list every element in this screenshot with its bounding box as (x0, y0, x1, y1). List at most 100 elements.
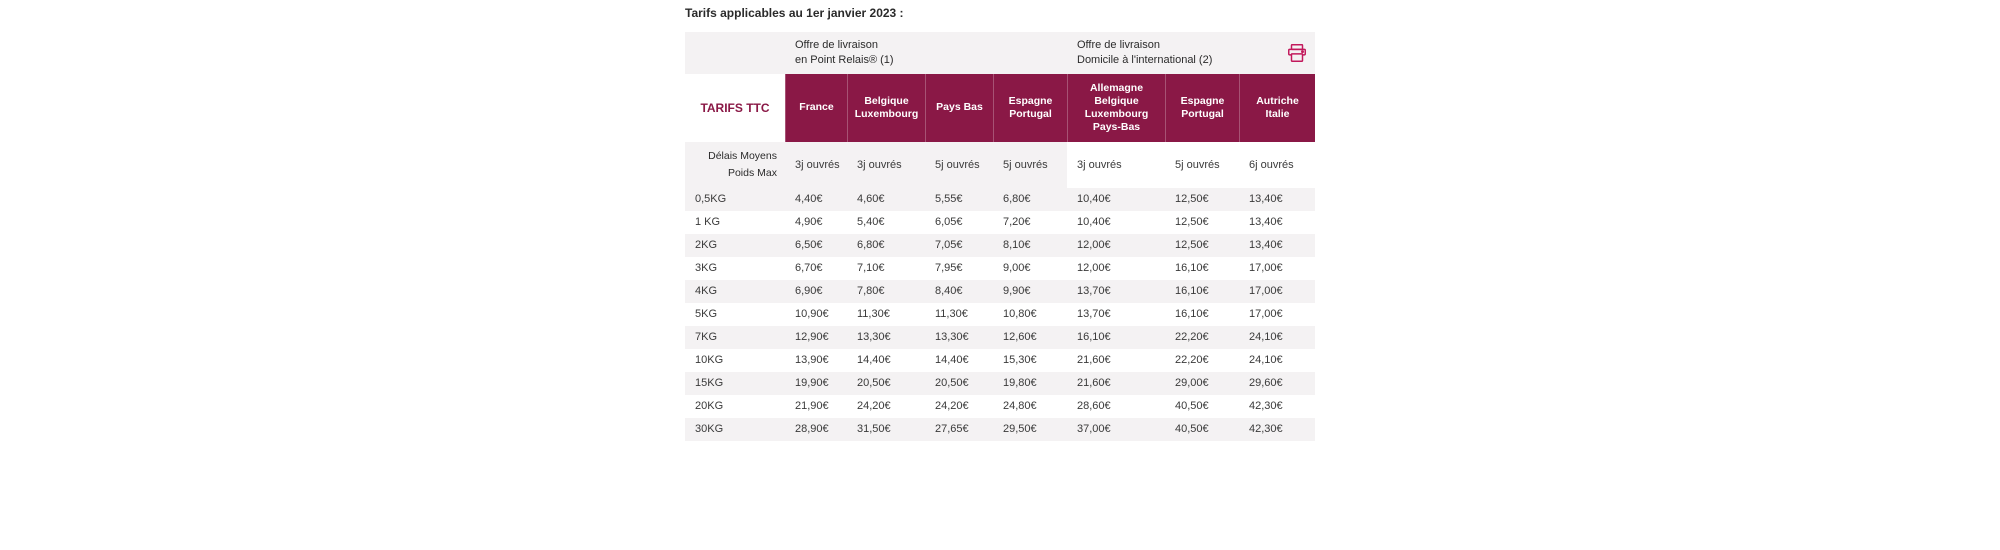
table-row: 0,5KG4,40€4,60€5,55€6,80€10,40€12,50€13,… (685, 188, 1315, 211)
price-cell: 13,40€ (1239, 188, 1315, 211)
weight-label: 15KG (685, 372, 785, 395)
price-cell: 12,50€ (1165, 188, 1239, 211)
price-cell: 16,10€ (1067, 326, 1165, 349)
table-row: 7KG12,90€13,30€13,30€12,60€16,10€22,20€2… (685, 326, 1315, 349)
price-cell: 12,60€ (993, 326, 1067, 349)
price-cell: 42,30€ (1239, 418, 1315, 441)
price-cell: 17,00€ (1239, 280, 1315, 303)
col-header-es-pt: EspagnePortugal (993, 74, 1067, 143)
price-cell: 19,90€ (785, 372, 847, 395)
price-cell: 11,30€ (925, 303, 993, 326)
delais-cell: 5j ouvrés (925, 142, 993, 188)
price-cell: 7,10€ (847, 257, 925, 280)
price-cell: 10,80€ (993, 303, 1067, 326)
weight-label: 5KG (685, 303, 785, 326)
tarifs-ttc-label: TARIFS TTC (685, 74, 785, 143)
table-row: 5KG10,90€11,30€11,30€10,80€13,70€16,10€1… (685, 303, 1315, 326)
price-cell: 5,55€ (925, 188, 993, 211)
delais-labels: Délais Moyens Poids Max (685, 142, 785, 188)
price-cell: 6,80€ (993, 188, 1067, 211)
price-cell: 6,70€ (785, 257, 847, 280)
price-cell: 13,40€ (1239, 234, 1315, 257)
price-cell: 29,00€ (1165, 372, 1239, 395)
price-cell: 20,50€ (847, 372, 925, 395)
weight-label: 10KG (685, 349, 785, 372)
table-row: 4KG6,90€7,80€8,40€9,90€13,70€16,10€17,00… (685, 280, 1315, 303)
price-cell: 13,70€ (1067, 280, 1165, 303)
price-cell: 19,80€ (993, 372, 1067, 395)
price-cell: 40,50€ (1165, 418, 1239, 441)
offer-line: en Point Relais® (1) (795, 53, 1067, 68)
delais-cell: 3j ouvrés (1067, 142, 1165, 188)
price-cell: 37,00€ (1067, 418, 1165, 441)
delais-cell: 6j ouvrés (1239, 142, 1315, 188)
print-icon (1286, 42, 1308, 64)
price-cell: 6,80€ (847, 234, 925, 257)
price-cell: 4,40€ (785, 188, 847, 211)
weight-label: 2KG (685, 234, 785, 257)
price-cell: 13,40€ (1239, 211, 1315, 234)
price-cell: 17,00€ (1239, 303, 1315, 326)
price-cell: 20,50€ (925, 372, 993, 395)
price-cell: 22,20€ (1165, 326, 1239, 349)
price-cell: 11,30€ (847, 303, 925, 326)
delais-moyens-label: Délais Moyens (689, 148, 777, 165)
price-cell: 15,30€ (993, 349, 1067, 372)
price-cell: 8,10€ (993, 234, 1067, 257)
weight-label: 30KG (685, 418, 785, 441)
price-cell: 29,60€ (1239, 372, 1315, 395)
col-header-france: France (785, 74, 847, 143)
price-cell: 21,60€ (1067, 349, 1165, 372)
price-cell: 10,40€ (1067, 211, 1165, 234)
weight-label: 7KG (685, 326, 785, 349)
table-row: 1 KG4,90€5,40€6,05€7,20€10,40€12,50€13,4… (685, 211, 1315, 234)
col-header-at-it: AutricheItalie (1239, 74, 1315, 143)
delais-cell: 5j ouvrés (1165, 142, 1239, 188)
table-row: 20KG21,90€24,20€24,20€24,80€28,60€40,50€… (685, 395, 1315, 418)
price-cell: 13,30€ (925, 326, 993, 349)
table-row: 30KG28,90€31,50€27,65€29,50€37,00€40,50€… (685, 418, 1315, 441)
price-rows: 0,5KG4,40€4,60€5,55€6,80€10,40€12,50€13,… (685, 188, 1315, 441)
price-cell: 6,05€ (925, 211, 993, 234)
price-cell: 17,00€ (1239, 257, 1315, 280)
price-cell: 31,50€ (847, 418, 925, 441)
price-cell: 24,10€ (1239, 326, 1315, 349)
price-cell: 27,65€ (925, 418, 993, 441)
price-cell: 4,90€ (785, 211, 847, 234)
delais-cell: 3j ouvrés (847, 142, 925, 188)
spacer (685, 32, 785, 74)
price-cell: 13,90€ (785, 349, 847, 372)
table-row: 3KG6,70€7,10€7,95€9,00€12,00€16,10€17,00… (685, 257, 1315, 280)
price-cell: 24,20€ (925, 395, 993, 418)
price-cell: 28,60€ (1067, 395, 1165, 418)
price-cell: 12,00€ (1067, 257, 1165, 280)
price-cell: 16,10€ (1165, 280, 1239, 303)
price-cell: 22,20€ (1165, 349, 1239, 372)
col-header-es-pt-dom: EspagnePortugal (1165, 74, 1239, 143)
price-cell: 16,10€ (1165, 303, 1239, 326)
price-cell: 7,05€ (925, 234, 993, 257)
price-cell: 12,90€ (785, 326, 847, 349)
price-cell: 5,40€ (847, 211, 925, 234)
table-row: 15KG19,90€20,50€20,50€19,80€21,60€29,00€… (685, 372, 1315, 395)
price-cell: 6,90€ (785, 280, 847, 303)
price-cell: 12,50€ (1165, 211, 1239, 234)
offer-point-relais: Offre de livraison en Point Relais® (1) (785, 32, 1067, 74)
page-title: Tarifs applicables au 1er janvier 2023 : (685, 6, 1315, 20)
price-cell: 16,10€ (1165, 257, 1239, 280)
weight-label: 3KG (685, 257, 785, 280)
price-cell: 4,60€ (847, 188, 925, 211)
table-row: 2KG6,50€6,80€7,05€8,10€12,00€12,50€13,40… (685, 234, 1315, 257)
offer-line: Domicile à l'international (2) (1077, 53, 1279, 68)
print-button[interactable] (1279, 32, 1315, 74)
price-cell: 6,50€ (785, 234, 847, 257)
table-row: 10KG13,90€14,40€14,40€15,30€21,60€22,20€… (685, 349, 1315, 372)
price-cell: 8,40€ (925, 280, 993, 303)
price-cell: 24,20€ (847, 395, 925, 418)
delais-cell: 5j ouvrés (993, 142, 1067, 188)
price-cell: 7,95€ (925, 257, 993, 280)
price-cell: 13,70€ (1067, 303, 1165, 326)
delais-cell: 3j ouvrés (785, 142, 847, 188)
price-cell: 24,80€ (993, 395, 1067, 418)
price-cell: 7,80€ (847, 280, 925, 303)
